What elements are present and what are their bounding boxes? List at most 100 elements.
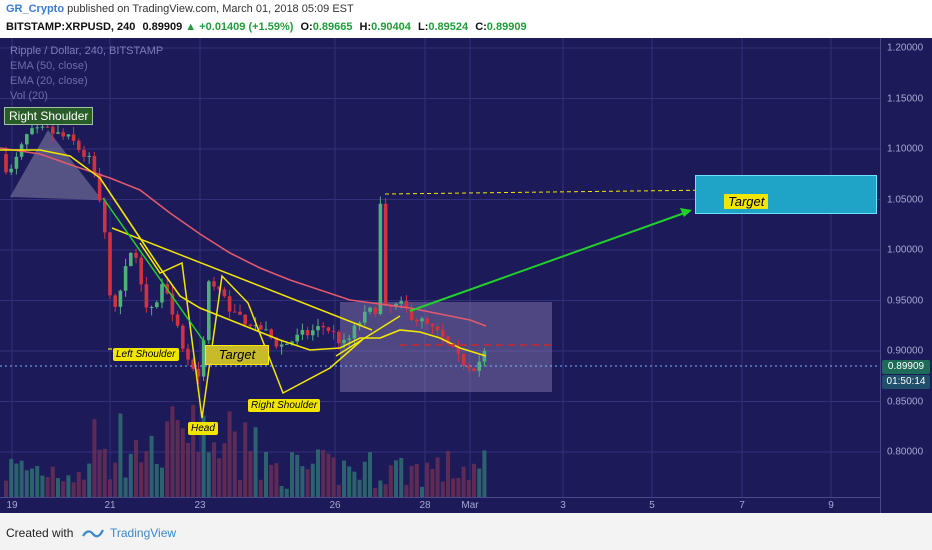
volume-bar <box>316 449 320 497</box>
candle-body <box>227 296 232 312</box>
symbol-label: BITSTAMP:XRPUSD, 240 <box>6 21 136 33</box>
volume-bar <box>113 462 118 497</box>
y-tick-label: 1.20000 <box>887 42 924 54</box>
volume-bar <box>310 463 315 497</box>
volume-bar <box>45 477 50 497</box>
candle-body <box>248 324 253 326</box>
volume-bar <box>342 460 346 497</box>
volume-bar <box>362 461 367 497</box>
volume-bars <box>4 404 487 497</box>
candle-body <box>103 200 107 233</box>
volume-bar <box>404 484 409 497</box>
author-name[interactable]: GR_Crypto <box>6 3 65 15</box>
y-tick-label: 0.85000 <box>887 396 924 407</box>
candle-body <box>238 311 242 315</box>
candle-body <box>342 339 346 344</box>
left-shoulder-label[interactable]: Left Shoulder <box>113 348 179 361</box>
volume-bar <box>149 435 154 497</box>
candle-body <box>357 322 362 326</box>
volume-bar <box>134 439 138 497</box>
candle-body <box>415 319 419 322</box>
candle-body <box>191 359 195 369</box>
candle-body <box>51 126 55 134</box>
volume-bar <box>66 475 71 497</box>
candle-body <box>212 281 216 287</box>
candle-body <box>35 127 39 129</box>
candle-body <box>118 290 123 307</box>
volume-bar <box>248 451 253 497</box>
candle-body <box>253 325 258 327</box>
candle-body <box>456 347 461 354</box>
legend-ema50[interactable]: EMA (50, close) <box>10 60 88 72</box>
candle-body <box>77 140 81 150</box>
candle-body <box>337 331 341 344</box>
candle-body <box>175 314 180 326</box>
y-tick-label: 0.95000 <box>887 295 924 306</box>
volume-bar <box>128 453 133 497</box>
volume-bar <box>238 479 242 497</box>
volume-bar <box>56 478 60 497</box>
time-axis[interactable]: 19 21 23 26 28 Mar 3 5 7 9 <box>0 497 880 513</box>
candle-body <box>363 311 367 323</box>
current-price-tag: 0.89909 <box>882 360 930 374</box>
candle-body <box>82 149 86 157</box>
drop-projection <box>102 197 206 344</box>
candle-body <box>92 155 97 174</box>
publish-info: GR_Crypto published on TradingView.com, … <box>0 0 932 18</box>
candle-body <box>285 343 289 345</box>
price-plot[interactable] <box>0 38 880 497</box>
candle-body <box>149 307 154 309</box>
volume-bar <box>279 485 284 497</box>
volume-bar <box>472 463 476 497</box>
volume-bar <box>456 477 461 497</box>
x-tick-label: 3 <box>560 500 566 511</box>
price-axis[interactable]: 1.20000 1.15000 1.10000 1.05000 1.00000 0.950… <box>880 38 932 513</box>
volume-bar <box>284 488 289 497</box>
candle-body <box>441 330 445 337</box>
candle-body <box>461 353 466 366</box>
volume-bar <box>331 457 336 497</box>
candle-body <box>134 252 138 258</box>
volume-bar <box>154 464 159 497</box>
target-box-2-label: Target <box>724 194 769 209</box>
volume-bar <box>321 449 326 497</box>
published-text: published on TradingView.com, March 01, … <box>67 3 354 15</box>
candle-body <box>326 327 331 331</box>
volume-bar <box>212 442 216 497</box>
head-label[interactable]: Head <box>188 422 218 435</box>
x-tick-label: 7 <box>739 500 745 511</box>
chart-panel[interactable]: Ripple / Dollar, 240, BITSTAMP EMA (50, … <box>0 38 932 513</box>
volume-bar <box>399 457 404 497</box>
tradingview-link[interactable]: TradingView <box>110 526 177 540</box>
right-shoulder-label[interactable]: Right Shoulder <box>248 399 321 412</box>
candle-body <box>233 311 237 313</box>
target-box-2[interactable]: Target <box>695 175 877 214</box>
volume-bar <box>378 480 383 497</box>
x-tick-label: 23 <box>194 500 206 511</box>
candle-body <box>259 325 263 330</box>
candle-body <box>4 154 8 173</box>
ema-50-line <box>0 147 487 327</box>
volume-bar <box>191 404 196 497</box>
volume-bar <box>440 481 445 497</box>
candle-body <box>160 284 164 303</box>
volume-bar <box>243 422 248 497</box>
legend-volume[interactable]: Vol (20) <box>10 90 48 102</box>
volume-bar <box>383 484 388 497</box>
candle-body <box>321 326 325 328</box>
open-label: O: <box>300 21 313 33</box>
volume-bar <box>30 468 34 497</box>
candle-body <box>113 295 117 307</box>
right-shoulder-top-label[interactable]: Right Shoulder <box>4 107 94 125</box>
candle-body <box>279 344 284 347</box>
volume-bar <box>425 462 430 497</box>
legend-ema20[interactable]: EMA (20, close) <box>10 75 88 87</box>
x-tick-label: 9 <box>828 500 834 511</box>
candle-body <box>181 325 185 349</box>
target-box-1[interactable]: Target <box>205 345 269 365</box>
candle-body <box>196 368 201 377</box>
candle-body <box>300 330 305 335</box>
volume-bar <box>336 484 341 497</box>
volume-bar <box>394 460 398 497</box>
candle-body <box>383 203 388 305</box>
